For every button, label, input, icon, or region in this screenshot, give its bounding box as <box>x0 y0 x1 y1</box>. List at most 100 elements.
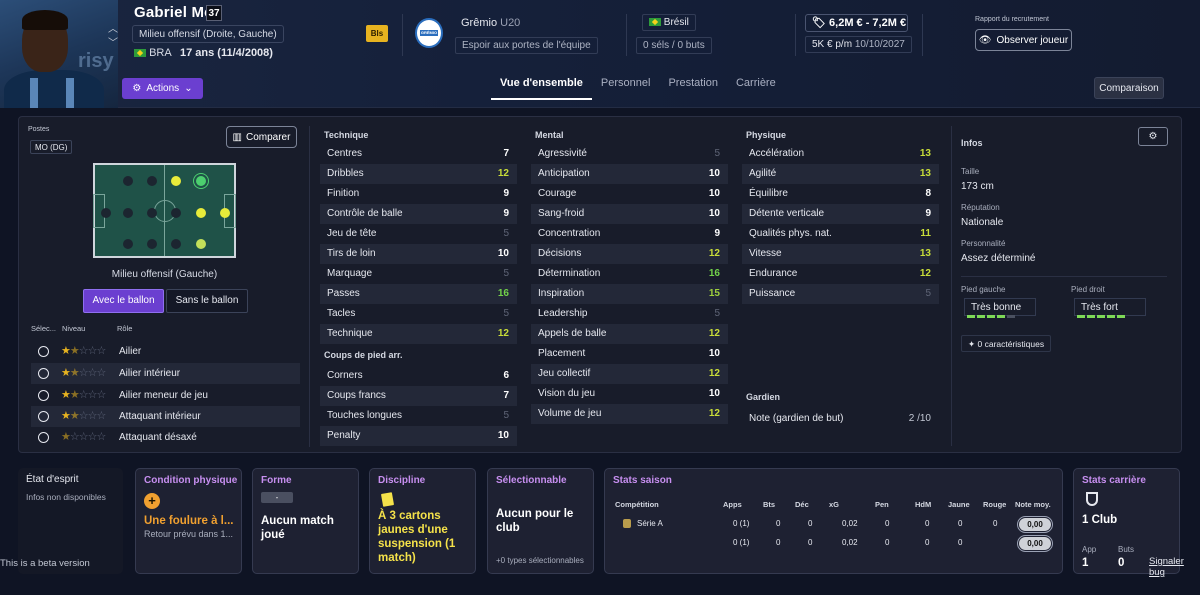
status-badge[interactable]: Bls <box>366 25 388 42</box>
nation-chip[interactable]: Brésil <box>642 14 696 31</box>
position-dot[interactable] <box>171 208 181 218</box>
condition-card[interactable]: Condition physique + Une foulure à l... … <box>135 468 242 574</box>
attribute-row[interactable]: Appels de balle 12 <box>531 324 728 344</box>
form-card[interactable]: Forme - Aucun match joué <box>252 468 359 574</box>
attribute-row[interactable]: Placement 10 <box>531 344 728 364</box>
previous-player-icon[interactable]: ︿ <box>108 24 118 35</box>
role-row[interactable]: ★★☆☆☆ Ailier intérieur <box>31 363 300 384</box>
attribute-row[interactable]: Finition 9 <box>320 184 517 204</box>
attribute-row[interactable]: Agressivité 5 <box>531 144 728 164</box>
attribute-row[interactable]: Équilibre 8 <box>742 184 939 204</box>
attribute-row[interactable]: Qualités phys. nat. 11 <box>742 224 939 244</box>
attribute-row[interactable]: Tirs de loin 10 <box>320 244 517 264</box>
attribute-row[interactable]: Dribbles 12 <box>320 164 517 184</box>
next-player-icon[interactable]: ﹀ <box>108 38 118 49</box>
attribute-row[interactable]: Agilité 13 <box>742 164 939 184</box>
attribute-row[interactable]: Accélération 13 <box>742 144 939 164</box>
attribute-row[interactable]: Vision du jeu 10 <box>531 384 728 404</box>
position-pitch[interactable] <box>93 163 236 258</box>
actions-button[interactable]: ⚙ Actions ⌄ <box>122 78 203 99</box>
attribute-row[interactable]: Décisions 12 <box>531 244 728 264</box>
position-dot[interactable] <box>171 176 181 186</box>
attribute-row[interactable]: Jeu de tête 5 <box>320 224 517 244</box>
attribute-row[interactable]: Puissance 5 <box>742 284 939 304</box>
attribute-row[interactable]: Volume de jeu 12 <box>531 404 728 424</box>
position-dot[interactable] <box>147 176 157 186</box>
report-bug-link[interactable]: Signaler bug <box>1149 556 1184 578</box>
attribute-row[interactable]: Anticipation 10 <box>531 164 728 184</box>
sparkle-icon: ✦ <box>968 339 976 349</box>
form-main-line1: Aucun match <box>261 515 334 527</box>
stats-header: Note moy. <box>1015 500 1051 509</box>
attribute-row[interactable]: Endurance 12 <box>742 264 939 284</box>
position-dot[interactable] <box>123 208 133 218</box>
without-ball-toggle[interactable]: Sans le ballon <box>166 289 248 313</box>
position-dot[interactable] <box>123 176 133 186</box>
career-stats-card[interactable]: Stats carrière 1 Club App 1 Buts 0 <box>1073 468 1180 574</box>
attribute-row[interactable]: Courage 10 <box>531 184 728 204</box>
attribute-row[interactable]: Passes 16 <box>320 284 517 304</box>
comparison-button[interactable]: Comparaison <box>1094 77 1164 99</box>
attribute-row[interactable]: Inspiration 15 <box>531 284 728 304</box>
attribute-name: Technique <box>327 328 373 339</box>
role-stars: ★★☆☆☆ <box>61 367 106 379</box>
attribute-row[interactable]: Détente verticale 9 <box>742 204 939 224</box>
attribute-row[interactable]: Détermination 16 <box>531 264 728 284</box>
discipline-line3: suspension (1 <box>378 538 456 550</box>
technique-attributes: Technique Centres 7 Dribbles 12 Finition 9 Con… <box>320 126 517 446</box>
info-panel: Infos ⚙ Taille 173 cm Réputation Nationa… <box>951 126 1177 446</box>
position-dot[interactable] <box>123 239 133 249</box>
height-label: Taille <box>961 167 980 176</box>
position-dot[interactable] <box>147 208 157 218</box>
with-ball-toggle[interactable]: Avec le ballon <box>83 289 164 313</box>
attribute-row[interactable]: Leadership 5 <box>531 304 728 324</box>
roles-col-role: Rôle <box>117 324 133 333</box>
discipline-card[interactable]: Discipline À 3 cartons jaunes d'une susp… <box>369 468 476 574</box>
discipline-line4: match) <box>378 552 416 564</box>
role-radio[interactable] <box>38 411 49 422</box>
position-dot[interactable] <box>196 239 206 249</box>
role-row[interactable]: ★★☆☆☆ Attaquant intérieur <box>31 406 300 427</box>
role-row[interactable]: ★☆☆☆☆ Attaquant désaxé <box>31 427 300 448</box>
club-logo[interactable]: GRÊMIO <box>415 18 443 48</box>
attribute-row[interactable]: Contrôle de balle 9 <box>320 204 517 224</box>
attribute-row[interactable]: Vitesse 13 <box>742 244 939 264</box>
attribute-row[interactable]: Corners 6 <box>320 366 517 386</box>
role-row[interactable]: ★★☆☆☆ Ailier meneur de jeu <box>31 385 300 406</box>
attribute-row[interactable]: Sang-froid 10 <box>531 204 728 224</box>
position-dot[interactable] <box>196 208 206 218</box>
attribute-row[interactable]: Touches longues 5 <box>320 406 517 426</box>
attribute-row[interactable]: Penalty 10 <box>320 426 517 446</box>
position-dot[interactable] <box>101 208 111 218</box>
attribute-row[interactable]: Concentration 9 <box>531 224 728 244</box>
attribute-value: 7 <box>503 148 509 159</box>
selectable-card[interactable]: Sélectionnable Aucun pour le club +0 typ… <box>487 468 594 574</box>
attribute-row[interactable]: Jeu collectif 12 <box>531 364 728 384</box>
role-radio[interactable] <box>38 390 49 401</box>
info-settings-icon[interactable]: ⚙ <box>1138 127 1168 146</box>
position-dot[interactable] <box>147 239 157 249</box>
tab-personal[interactable]: Personnel <box>600 77 651 89</box>
attribute-row[interactable]: Technique 12 <box>320 324 517 344</box>
position-dot[interactable] <box>171 239 181 249</box>
position-dot-natural[interactable] <box>196 176 206 186</box>
role-row[interactable]: ★★☆☆☆ Ailier <box>31 341 300 362</box>
role-radio[interactable] <box>38 346 49 357</box>
tab-career[interactable]: Carrière <box>735 77 776 89</box>
compare-button[interactable]: ▥ Comparer <box>226 126 297 148</box>
attribute-row[interactable]: Marquage 5 <box>320 264 517 284</box>
club-name[interactable]: Grêmio U20 <box>461 17 521 29</box>
role-radio[interactable] <box>38 432 49 443</box>
selected-position[interactable]: MO (DG) <box>30 140 73 154</box>
role-radio[interactable] <box>38 368 49 379</box>
attribute-name: Inspiration <box>538 288 585 299</box>
season-stats-card[interactable]: Stats saison Compétition Apps Bts Déc xG Pen H… <box>604 468 1063 574</box>
attribute-row[interactable]: Coups francs 7 <box>320 386 517 406</box>
position-dot[interactable] <box>220 208 230 218</box>
traits-chip[interactable]: ✦ 0 caractéristiques <box>961 335 1052 352</box>
observe-player-button[interactable]: 👁 Observer joueur <box>975 29 1072 51</box>
attribute-row[interactable]: Centres 7 <box>320 144 517 164</box>
tab-performance[interactable]: Prestation <box>668 77 718 89</box>
tab-overview[interactable]: Vue d'ensemble <box>491 70 592 100</box>
attribute-row[interactable]: Tacles 5 <box>320 304 517 324</box>
